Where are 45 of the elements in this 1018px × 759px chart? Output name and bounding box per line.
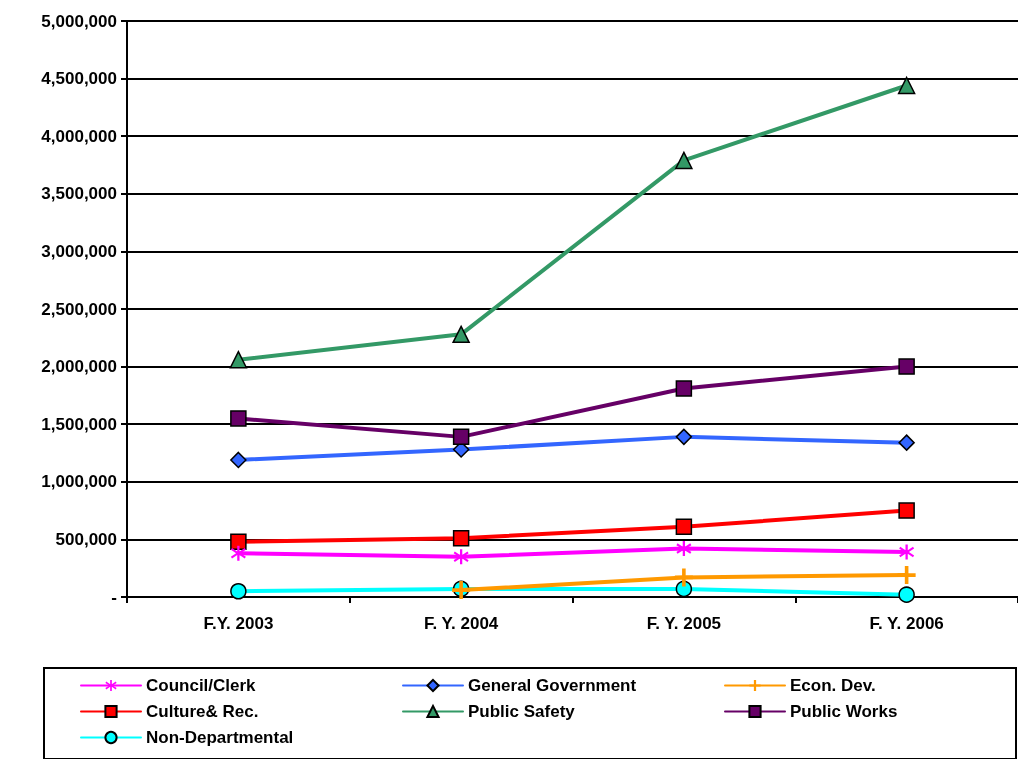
point — [452, 428, 470, 446]
legend-label: Public Safety — [468, 702, 576, 721]
point — [898, 358, 915, 375]
y-tick-label: 4,000,000 — [41, 126, 117, 146]
point — [897, 566, 916, 585]
point — [675, 428, 693, 446]
y-tick-label: 2,500,000 — [41, 299, 117, 319]
y-tick-label: 3,500,000 — [41, 184, 117, 204]
point — [897, 76, 916, 95]
point — [675, 380, 693, 397]
point — [229, 350, 248, 369]
y-tick-label: 4,500,000 — [41, 69, 117, 89]
legend-label: General Government — [468, 676, 637, 695]
x-tick-label: F. Y. 2004 — [423, 614, 499, 633]
y-tick-label: 1,500,000 — [41, 414, 117, 434]
point — [674, 568, 693, 587]
y-tick-label: - — [111, 587, 117, 607]
y-tick-label: 5,000,000 — [41, 11, 117, 31]
legend-label: Non-Departmental — [146, 728, 294, 747]
y-tick-label: 3,000,000 — [41, 241, 117, 261]
point — [675, 151, 693, 170]
point — [453, 549, 469, 565]
point — [452, 325, 470, 344]
point — [675, 518, 693, 535]
point — [898, 434, 915, 451]
legend-label: Culture& Rec. — [146, 702, 259, 721]
point — [230, 533, 247, 550]
x-tick-label: F. Y. 2006 — [869, 614, 944, 633]
point — [230, 451, 247, 469]
point — [230, 545, 246, 561]
y-tick-label: 1,000,000 — [41, 472, 117, 492]
y-tick-label: 2,000,000 — [41, 357, 117, 377]
point — [898, 586, 915, 603]
legend-label: Econ. Dev. — [790, 676, 876, 695]
point — [452, 530, 470, 547]
x-tick-label: F.Y. 2003 — [203, 614, 274, 633]
point — [899, 544, 915, 560]
point — [230, 582, 247, 600]
point — [230, 410, 247, 427]
point — [898, 502, 915, 519]
x-tick-label: F. Y. 2005 — [646, 614, 722, 633]
legend-label: Council/Clerk — [146, 676, 257, 695]
y-tick-label: 500,000 — [55, 529, 117, 549]
point — [676, 541, 692, 557]
legend-label: Public Works — [790, 702, 898, 721]
